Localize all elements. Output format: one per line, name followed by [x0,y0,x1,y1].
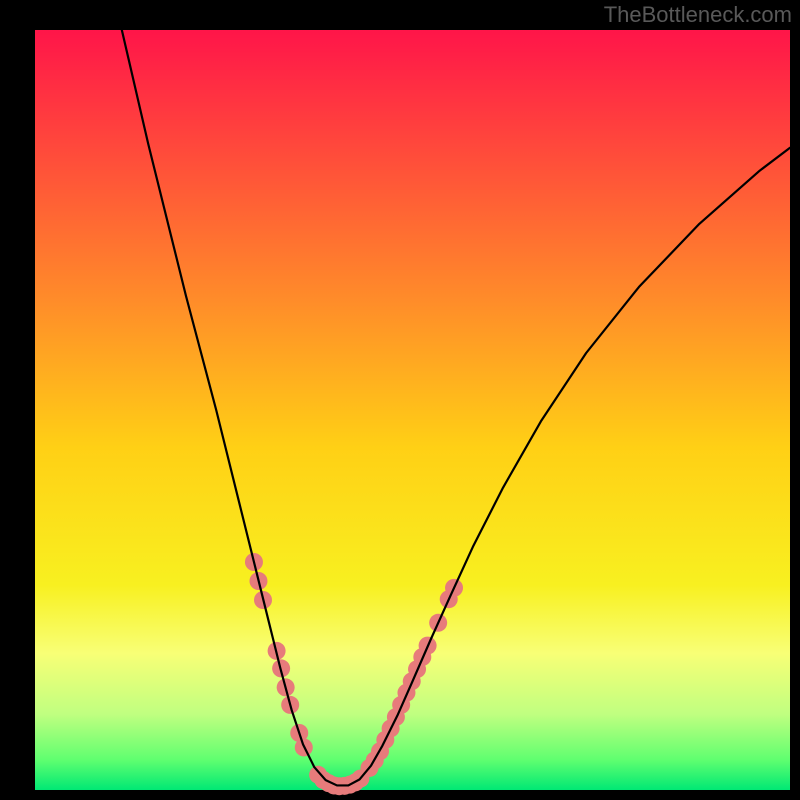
chart-container: TheBottleneck.com [0,0,800,800]
attribution-label: TheBottleneck.com [604,2,792,28]
bottleneck-chart [0,0,800,800]
